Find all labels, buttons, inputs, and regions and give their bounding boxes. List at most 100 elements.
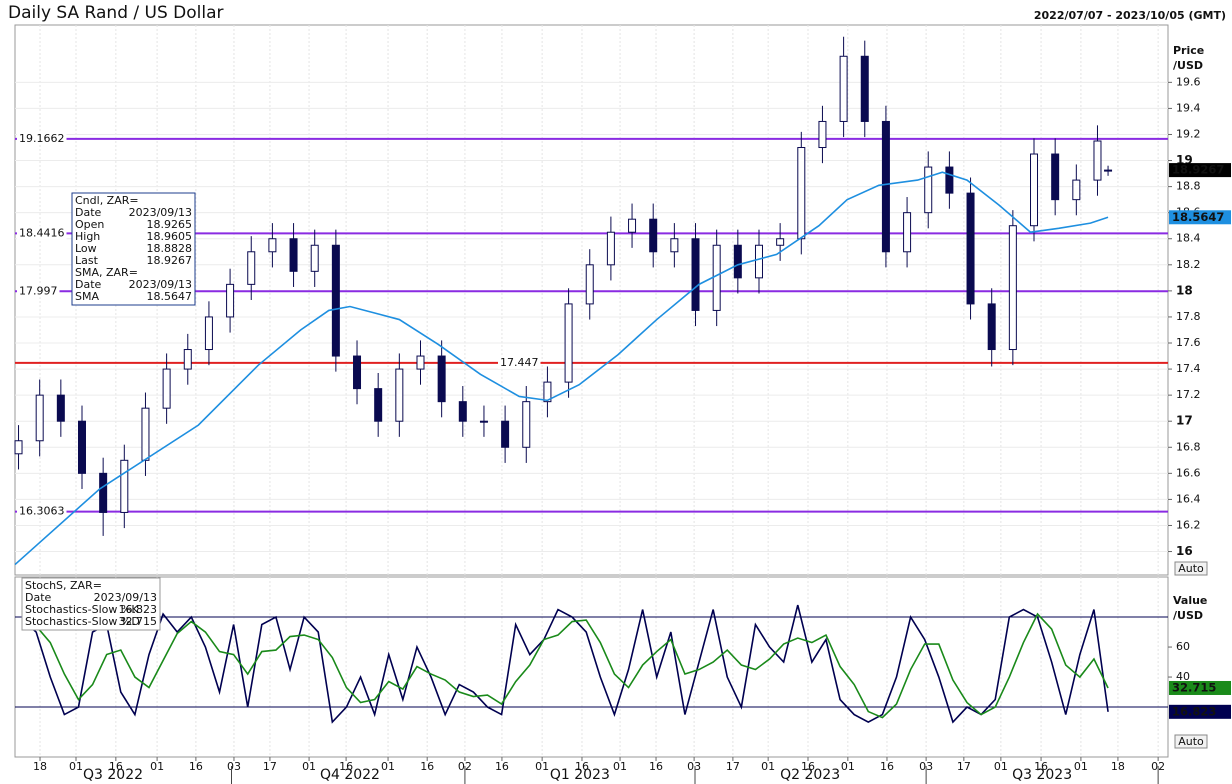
candle-body xyxy=(247,251,256,285)
level-label: 18.4416 xyxy=(19,226,65,239)
level-label: 17.447 xyxy=(500,356,539,369)
candle-body xyxy=(776,238,785,246)
candle-body xyxy=(712,244,721,311)
quarter-label: Q2 2023 xyxy=(780,767,840,783)
quarter-label: Q3 2023 xyxy=(1012,767,1072,783)
level-label-bg xyxy=(17,226,67,240)
x-tick-label: 17 xyxy=(726,760,740,773)
x-tick-label: 01 xyxy=(69,760,83,773)
info-box xyxy=(71,192,196,306)
candle-body xyxy=(268,238,277,253)
date-range: 2022/07/07 - 2023/10/05 (GMT) xyxy=(1034,9,1226,22)
candle-body xyxy=(99,472,108,513)
candle-body xyxy=(818,120,827,149)
info-label: Cndl, ZAR= xyxy=(75,194,139,207)
candle-body xyxy=(1072,179,1081,201)
x-tick-label: 16 xyxy=(189,760,203,773)
candle-body xyxy=(564,303,573,383)
candle-body xyxy=(1030,153,1039,227)
x-tick-label: 17 xyxy=(957,760,971,773)
candle-body xyxy=(945,166,954,194)
auto-button[interactable] xyxy=(1174,561,1208,576)
info-label: Date xyxy=(75,206,102,219)
candle-body xyxy=(226,283,235,318)
x-tick-label: 01 xyxy=(841,760,855,773)
value-tag-label: 18.5647 xyxy=(1172,210,1224,224)
x-tick-label: 16 xyxy=(339,760,353,773)
info-value: 32.715 xyxy=(119,615,158,628)
info-value: 18.8828 xyxy=(147,242,193,255)
x-tick-label: 01 xyxy=(150,760,164,773)
auto-button[interactable] xyxy=(1174,734,1208,749)
chart-title: Daily SA Rand / US Dollar xyxy=(8,3,224,23)
candle-body xyxy=(733,244,742,279)
candle-body xyxy=(860,55,869,122)
candle-body xyxy=(1104,169,1113,172)
candle-body xyxy=(670,238,679,253)
candle-body xyxy=(437,355,446,403)
y-tick-label: 16.4 xyxy=(1176,492,1201,505)
candle-body xyxy=(501,420,510,448)
level-label-bg xyxy=(17,504,67,518)
y-tick-label: 19.6 xyxy=(1176,75,1201,88)
info-label: SMA xyxy=(75,290,99,303)
y-tick-label: 17.6 xyxy=(1176,336,1201,349)
x-tick-label: 01 xyxy=(994,760,1008,773)
candle-body xyxy=(56,394,65,422)
info-label: Last xyxy=(75,254,99,267)
x-tick-label: 03 xyxy=(687,760,701,773)
value-tag-label: 18.9267 xyxy=(1172,163,1224,177)
y-tick-label: 17.8 xyxy=(1176,310,1201,323)
y-tick-label: 17 xyxy=(1176,414,1193,428)
candle-body xyxy=(353,355,362,390)
candle-body xyxy=(754,244,763,279)
sma-line xyxy=(14,171,1109,566)
level-label-bg xyxy=(498,355,541,369)
candle-body xyxy=(14,440,23,455)
candle-body xyxy=(1008,225,1017,351)
candle-body xyxy=(374,388,383,422)
value-tag-label: 32.715 xyxy=(1172,680,1216,694)
candle-body xyxy=(35,394,44,442)
candle-body xyxy=(1051,153,1060,201)
auto-button-label[interactable]: Auto xyxy=(1178,735,1204,748)
y-tick-label: 18.2 xyxy=(1176,258,1201,271)
stoch-line xyxy=(21,604,1109,724)
y-tick-label: 16 xyxy=(1176,544,1193,558)
value-tag xyxy=(1169,210,1231,225)
info-value: 18.9265 xyxy=(147,218,193,231)
quarter-label: Q3 2022 xyxy=(83,767,143,783)
info-box xyxy=(21,577,161,631)
candle-body xyxy=(331,244,340,357)
value-tag-label: 16.823 xyxy=(1172,704,1216,718)
candle-body xyxy=(543,381,552,403)
x-tick-label: 01 xyxy=(302,760,316,773)
candle-body xyxy=(881,120,890,253)
y-tick-label: 16.6 xyxy=(1176,466,1201,479)
info-label: Low xyxy=(75,242,97,255)
quarter-label: Q4 2022 xyxy=(320,767,380,783)
candle-body xyxy=(691,238,700,311)
x-tick-label: 01 xyxy=(613,760,627,773)
candle-body xyxy=(924,166,933,214)
value-tag xyxy=(1169,704,1231,719)
x-tick-label: 01 xyxy=(535,760,549,773)
info-label: Stochastics-Slow %K xyxy=(25,603,139,616)
info-label: Date xyxy=(25,591,52,604)
candle-body xyxy=(458,401,467,422)
stoch-line xyxy=(21,612,1109,719)
y-tick-label: 19.4 xyxy=(1176,101,1201,114)
info-value: 18.9267 xyxy=(147,254,193,267)
candle-body xyxy=(522,401,531,448)
info-label: SMA, ZAR= xyxy=(75,266,138,279)
auto-button-label[interactable]: Auto xyxy=(1178,562,1204,575)
info-label: High xyxy=(75,230,100,243)
candle-body xyxy=(77,420,86,474)
candle-body xyxy=(606,231,615,266)
x-tick-label: 01 xyxy=(1074,760,1088,773)
x-tick-label: 16 xyxy=(880,760,894,773)
value-tag xyxy=(1169,163,1231,178)
candle-body xyxy=(479,420,488,423)
